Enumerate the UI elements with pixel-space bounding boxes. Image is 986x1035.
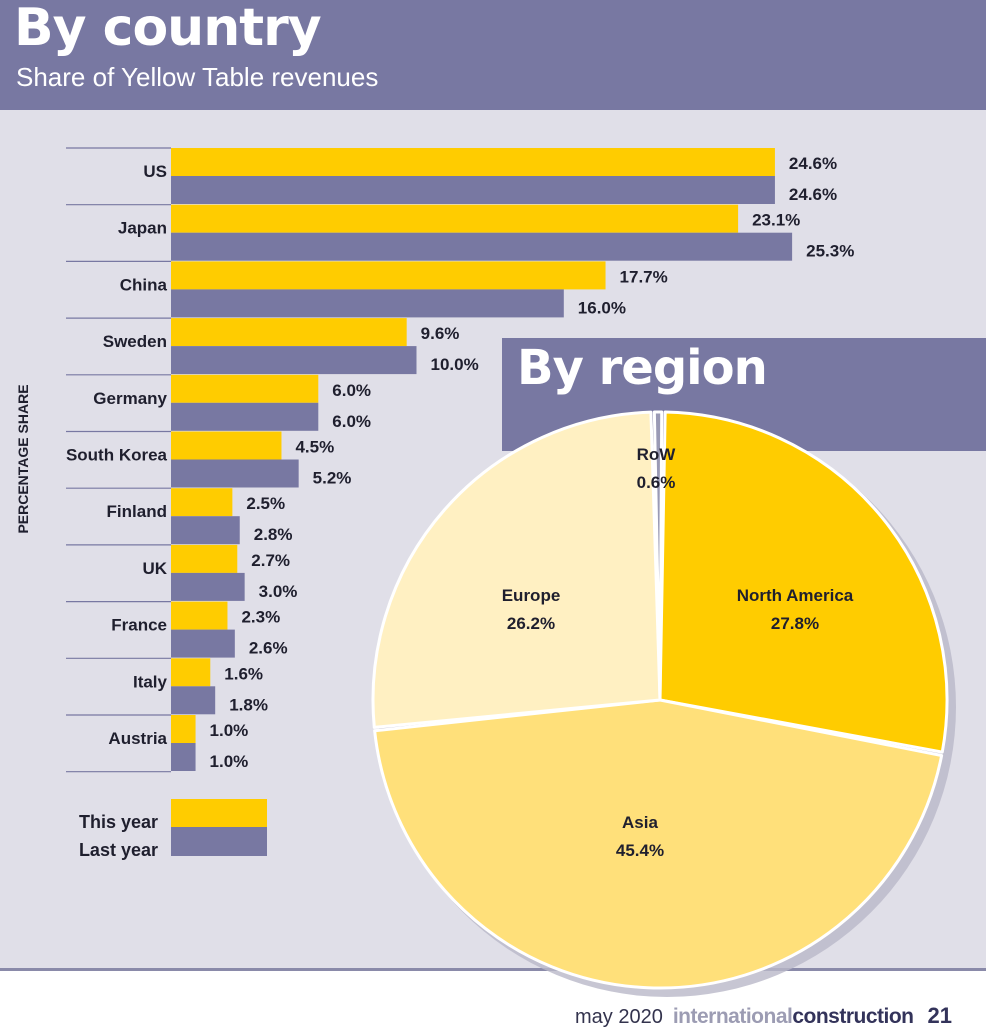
legend-swatch-last-year bbox=[171, 827, 267, 856]
value-label-last-year: 1.8% bbox=[229, 695, 268, 714]
region-title: By region bbox=[517, 340, 768, 396]
bar-last-year bbox=[171, 743, 196, 771]
pie-label-value: 27.8% bbox=[771, 614, 819, 633]
bar-last-year bbox=[171, 346, 417, 375]
category-label: Italy bbox=[133, 672, 168, 691]
value-label-last-year: 25.3% bbox=[806, 242, 854, 261]
bar-last-year bbox=[171, 289, 564, 318]
bar-last-year bbox=[171, 686, 216, 715]
bar-this-year bbox=[171, 204, 739, 233]
value-label-last-year: 6.0% bbox=[332, 412, 371, 431]
pie-label-value: 26.2% bbox=[507, 614, 555, 633]
bar-last-year bbox=[171, 232, 793, 261]
brand-name-light: international bbox=[672, 1005, 793, 1028]
bar-last-year bbox=[171, 572, 245, 601]
pie-label-name: RoW bbox=[637, 445, 677, 464]
bar-this-year bbox=[171, 374, 319, 403]
value-label-this-year: 4.5% bbox=[295, 438, 334, 457]
page-subtitle: Share of Yellow Table revenues bbox=[16, 62, 379, 92]
pie-slice-europe bbox=[371, 410, 662, 729]
page-number: 21 bbox=[927, 1003, 952, 1028]
value-label-this-year: 23.1% bbox=[752, 211, 800, 230]
pie-slice-north-america bbox=[658, 410, 949, 754]
category-label: South Korea bbox=[66, 446, 168, 465]
bar-last-year bbox=[171, 459, 299, 488]
category-label: China bbox=[120, 275, 168, 294]
value-label-this-year: 17.7% bbox=[620, 267, 668, 286]
value-label-this-year: 2.3% bbox=[241, 608, 280, 627]
bar-last-year bbox=[171, 629, 235, 658]
page-title: By country bbox=[14, 0, 322, 58]
category-label: Finland bbox=[107, 502, 167, 521]
legend-swatch-this-year bbox=[171, 799, 267, 827]
value-label-this-year: 2.7% bbox=[251, 551, 290, 570]
header-banner: By country Share of Yellow Table revenue… bbox=[0, 0, 986, 110]
value-label-last-year: 2.6% bbox=[249, 639, 288, 658]
bar-last-year bbox=[171, 516, 240, 545]
pie-label-name: North America bbox=[737, 586, 854, 605]
pie-label-name: Europe bbox=[502, 586, 561, 605]
issue-date: may 2020 bbox=[574, 1006, 663, 1028]
page-footer: may 2020 internationalconstruction 21 bbox=[575, 1003, 952, 1029]
category-label: France bbox=[111, 616, 167, 635]
bar-this-year bbox=[171, 318, 407, 347]
value-label-last-year: 10.0% bbox=[431, 355, 479, 374]
legend-label-this-year: This year bbox=[79, 812, 158, 832]
pie-label-value: 45.4% bbox=[616, 841, 664, 860]
value-label-last-year: 16.0% bbox=[578, 298, 626, 317]
bar-this-year bbox=[171, 658, 211, 687]
bar-this-year bbox=[171, 715, 196, 743]
value-label-this-year: 2.5% bbox=[246, 494, 285, 513]
bar-this-year bbox=[171, 488, 233, 517]
bar-this-year bbox=[171, 601, 228, 630]
value-label-this-year: 9.6% bbox=[421, 324, 460, 343]
category-label: US bbox=[143, 162, 167, 181]
value-label-last-year: 5.2% bbox=[313, 469, 352, 488]
value-label-this-year: 1.0% bbox=[210, 721, 249, 740]
bottom-divider bbox=[0, 968, 986, 971]
legend-label-last-year: Last year bbox=[79, 840, 158, 860]
category-label: Austria bbox=[108, 729, 167, 748]
pie-slice-asia bbox=[373, 698, 944, 990]
value-label-this-year: 24.6% bbox=[789, 154, 837, 173]
bar-this-year bbox=[171, 544, 238, 573]
category-label: Germany bbox=[93, 389, 167, 408]
bar-last-year bbox=[171, 176, 775, 204]
category-label: UK bbox=[142, 559, 167, 578]
category-label: Sweden bbox=[103, 332, 167, 351]
pie-label-name: Asia bbox=[622, 813, 658, 832]
bar-last-year bbox=[171, 402, 319, 431]
pie-label-value: 0.6% bbox=[637, 473, 676, 492]
pie-slice-row bbox=[652, 410, 664, 702]
value-label-last-year: 2.8% bbox=[254, 525, 293, 544]
brand-name-dark: construction bbox=[792, 1005, 914, 1028]
value-label-last-year: 1.0% bbox=[210, 752, 249, 771]
bar-this-year bbox=[171, 431, 282, 460]
value-label-last-year: 3.0% bbox=[259, 582, 298, 601]
y-axis-label: PERCENTAGE SHARE bbox=[15, 384, 31, 533]
category-label: Japan bbox=[118, 219, 167, 238]
bar-this-year bbox=[171, 148, 775, 176]
value-label-this-year: 6.0% bbox=[332, 381, 371, 400]
value-label-this-year: 1.6% bbox=[224, 664, 263, 683]
value-label-last-year: 24.6% bbox=[789, 185, 837, 204]
bar-this-year bbox=[171, 261, 606, 290]
